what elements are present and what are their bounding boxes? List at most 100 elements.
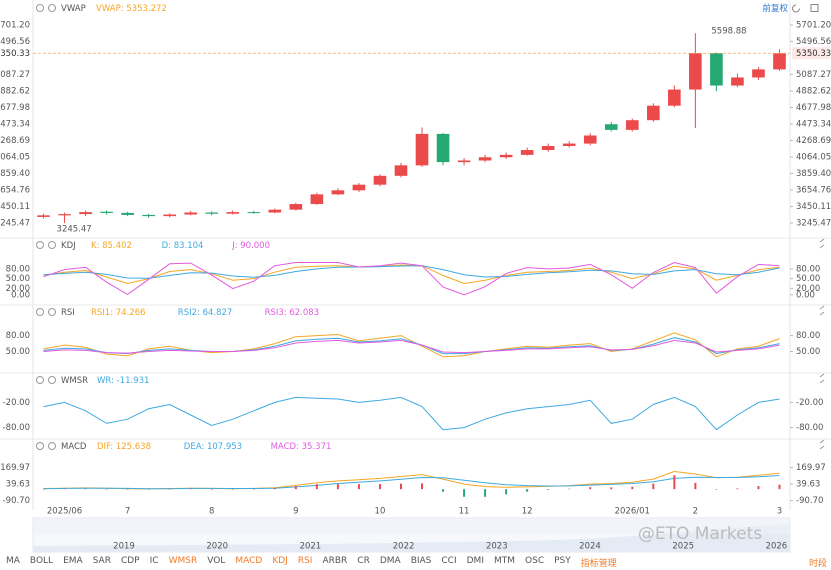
indicator-tab[interactable]: MACD	[235, 556, 263, 566]
candle-body	[163, 214, 176, 217]
eye-icon[interactable]	[48, 241, 56, 249]
indicator-tab[interactable]: PSY	[554, 556, 571, 566]
expand-icon[interactable]	[819, 238, 825, 249]
last-price-box-left	[0, 47, 32, 60]
indicator-tab[interactable]: KDJ	[272, 556, 288, 566]
last-price-box	[792, 47, 830, 60]
candle-body	[520, 150, 534, 155]
y-tick-label: 5087.27	[796, 70, 831, 80]
histogram-bar	[294, 486, 297, 490]
panel-title: WMSR	[61, 376, 88, 386]
indicator-tab[interactable]: MTM	[493, 556, 516, 566]
indicator-line	[43, 332, 780, 358]
navigator-year: 2025	[672, 542, 694, 552]
fullscreen-icon[interactable]	[810, 4, 819, 12]
navigator-area	[33, 524, 790, 552]
indicator-tab[interactable]: IC	[149, 556, 159, 566]
y-tick-label: 4268.69	[796, 136, 831, 146]
y-tick-label-left: 80.00	[6, 264, 30, 274]
expand-icon[interactable]	[819, 373, 825, 384]
indicator-line	[43, 261, 780, 296]
candle-body	[205, 212, 219, 214]
period-button[interactable]: 时段	[808, 559, 827, 569]
settings-icon[interactable]	[36, 308, 44, 316]
y-tick-label-left: 4882.62	[0, 86, 30, 96]
indicator-line	[43, 339, 780, 354]
histogram-bar	[42, 488, 45, 490]
candle-body	[310, 194, 324, 205]
histogram-bar	[210, 489, 213, 490]
indicator-tab[interactable]: CR	[357, 556, 370, 566]
y-tick-label-left: 3245.47	[0, 218, 30, 228]
eye-icon[interactable]	[48, 376, 56, 384]
navigator-year: 2021	[300, 542, 322, 552]
y-tick-label-left: 4473.34	[0, 119, 30, 129]
y-tick-label: -90.70	[796, 496, 823, 506]
y-tick-label: 80.00	[796, 331, 820, 341]
expand-icon[interactable]	[819, 439, 825, 450]
settings-icon[interactable]	[36, 442, 44, 450]
indicator-tab[interactable]: ARBR	[322, 556, 348, 566]
indicator-tab[interactable]: VOL	[207, 556, 226, 566]
candle-body	[752, 69, 765, 78]
expand-icon[interactable]	[819, 305, 825, 316]
y-tick-label: 80.00	[796, 264, 820, 274]
histogram-bar	[63, 488, 66, 490]
histogram-bar	[757, 486, 760, 490]
y-tick-label-left: 50.00	[6, 347, 30, 357]
histogram-bar	[357, 484, 360, 490]
indicator-tab[interactable]: SAR	[92, 556, 111, 566]
navigator-year: 2023	[486, 542, 508, 552]
indicator-tab[interactable]: DMA	[379, 556, 401, 566]
indicator-tab[interactable]: 指标管理	[580, 559, 617, 569]
adjust-button[interactable]: 前复权	[762, 3, 788, 14]
y-tick-label-left: 3859.40	[0, 169, 30, 179]
x-tick-label: 11	[459, 507, 470, 517]
candle-body	[583, 135, 597, 144]
indicator-tab[interactable]: WMSR	[168, 556, 198, 566]
settings-icon[interactable]	[36, 4, 44, 12]
reset-icon[interactable]	[792, 4, 800, 13]
y-tick-label: 50.00	[796, 347, 820, 357]
y-tick-label: 3450.11	[796, 202, 831, 212]
candle-body	[668, 89, 681, 106]
histogram-bar	[526, 489, 529, 492]
indicator-tab[interactable]: CCI	[441, 556, 457, 566]
histogram-bar	[505, 489, 508, 495]
indicator-tab[interactable]: EMA	[63, 556, 83, 566]
histogram-bar	[399, 483, 402, 490]
y-tick-label: 3245.47	[796, 218, 831, 228]
candle-body	[352, 184, 366, 191]
indicator-tabs: MA BOLL EMA SAR CDP IC WMSR VOL MACD KDJ RSI ARBR CR…	[6, 556, 617, 570]
y-tick-label-left: 50.00	[6, 274, 30, 284]
indicator-tab[interactable]: CDP	[120, 556, 140, 566]
legend-entry: D: 83.104	[162, 241, 204, 251]
candle-body	[394, 165, 408, 176]
indicator-tab[interactable]: BOLL	[29, 556, 54, 566]
y-tick-label-left: -20.00	[3, 398, 30, 408]
legend-entry: RSI3: 62.083	[265, 308, 320, 318]
indicator-tab[interactable]: BIAS	[410, 556, 432, 566]
indicator-tab[interactable]: RSI	[297, 556, 313, 566]
indicator-tab[interactable]: MA	[6, 556, 20, 566]
navigator-window[interactable]	[33, 518, 790, 534]
y-tick-label: 5701.20	[796, 20, 831, 30]
eye-icon[interactable]	[48, 308, 56, 316]
legend-entry: RSI1: 74.266	[91, 308, 146, 318]
histogram-bar	[778, 484, 781, 490]
y-tick-label-left: -80.00	[3, 423, 30, 433]
x-tick-label: 7	[125, 507, 130, 517]
candle-body	[562, 143, 576, 146]
eye-icon[interactable]	[48, 442, 56, 450]
indicator-tab[interactable]: OSC	[525, 556, 545, 566]
histogram-bar	[589, 487, 592, 490]
eye-icon[interactable]	[48, 4, 56, 12]
candle-body	[478, 157, 492, 161]
settings-icon[interactable]	[36, 376, 44, 384]
candle-body	[689, 53, 702, 90]
indicator-tab[interactable]: DMI	[466, 556, 484, 566]
settings-icon[interactable]	[36, 241, 44, 249]
candle-body	[289, 204, 303, 210]
candle-body	[331, 190, 345, 195]
candle-body	[226, 212, 240, 214]
